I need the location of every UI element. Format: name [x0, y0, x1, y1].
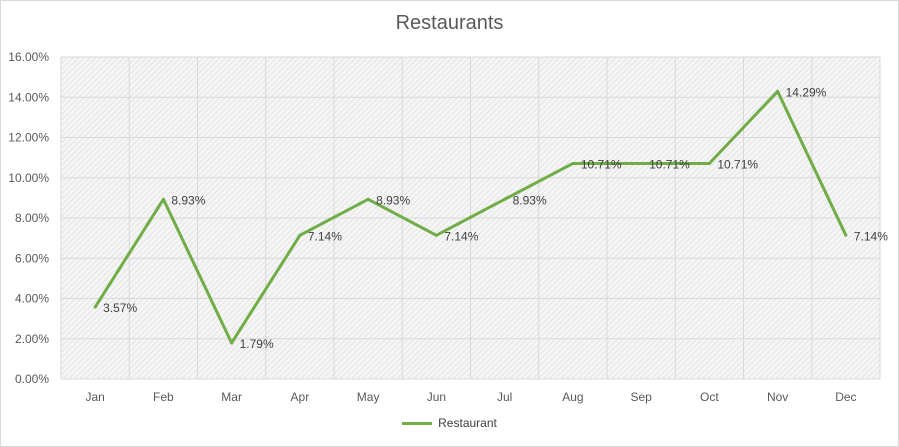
- y-axis: 0.00% 2.00% 4.00% 6.00% 8.00% 10.00% 12.00% 14.…: [8, 50, 49, 386]
- data-label: 10.71%: [649, 157, 690, 171]
- x-tick-label: Jan: [85, 390, 104, 404]
- y-tick-label: 4.00%: [15, 292, 49, 306]
- data-point: [503, 197, 507, 201]
- data-point: [571, 161, 575, 165]
- data-point: [366, 197, 370, 201]
- data-label: 3.57%: [103, 301, 137, 315]
- data-point: [161, 197, 165, 201]
- data-point: [639, 161, 643, 165]
- x-tick-label: May: [357, 390, 380, 404]
- data-label: 8.93%: [376, 193, 410, 207]
- data-point: [298, 233, 302, 237]
- series-group: [93, 89, 848, 345]
- x-tick-label: Apr: [291, 390, 310, 404]
- legend-swatch: [402, 421, 433, 425]
- data-label: 14.29%: [786, 85, 827, 99]
- x-tick-label: Dec: [835, 390, 856, 404]
- data-point: [434, 233, 438, 237]
- x-tick-label: Oct: [700, 390, 719, 404]
- y-tick-label: 6.00%: [15, 251, 49, 265]
- data-label: 7.14%: [308, 229, 342, 243]
- x-axis: Jan Feb Mar Apr May Jun Jul Aug Sep Oct Nov Dec: [85, 390, 856, 404]
- data-label: 1.79%: [240, 337, 274, 351]
- y-tick-label: 16.00%: [8, 50, 49, 64]
- y-tick-label: 10.00%: [8, 171, 49, 185]
- data-point: [776, 89, 780, 93]
- x-tick-label: Feb: [153, 390, 174, 404]
- chart-title: Restaurants: [395, 12, 504, 34]
- data-point: [707, 161, 711, 165]
- data-label: 10.71%: [581, 157, 622, 171]
- data-label: 10.71%: [717, 157, 758, 171]
- x-tick-label: Jun: [427, 390, 446, 404]
- data-point: [93, 305, 97, 309]
- y-tick-label: 8.00%: [15, 211, 49, 225]
- y-tick-label: 0.00%: [15, 372, 49, 386]
- legend-label: Restaurant: [438, 416, 497, 430]
- series-line: [93, 89, 848, 345]
- data-point: [230, 341, 234, 345]
- x-tick-label: Jul: [497, 390, 512, 404]
- data-label: 7.14%: [854, 229, 888, 243]
- x-tick-label: Mar: [221, 390, 242, 404]
- data-label: 8.93%: [513, 193, 547, 207]
- x-tick-label: Sep: [630, 390, 652, 404]
- y-tick-label: 12.00%: [8, 131, 49, 145]
- data-label: 7.14%: [444, 229, 478, 243]
- y-tick-label: 2.00%: [15, 332, 49, 346]
- data-label: 8.93%: [171, 193, 205, 207]
- x-tick-label: Nov: [767, 390, 788, 404]
- x-tick-label: Aug: [562, 390, 583, 404]
- legend: Restaurant: [0, 416, 899, 430]
- data-labels: 3.57% 8.93% 1.79% 7.14% 8.93% 7.14% 8.93% 10.71…: [103, 85, 888, 351]
- y-tick-label: 14.00%: [8, 90, 49, 104]
- data-point: [844, 233, 848, 237]
